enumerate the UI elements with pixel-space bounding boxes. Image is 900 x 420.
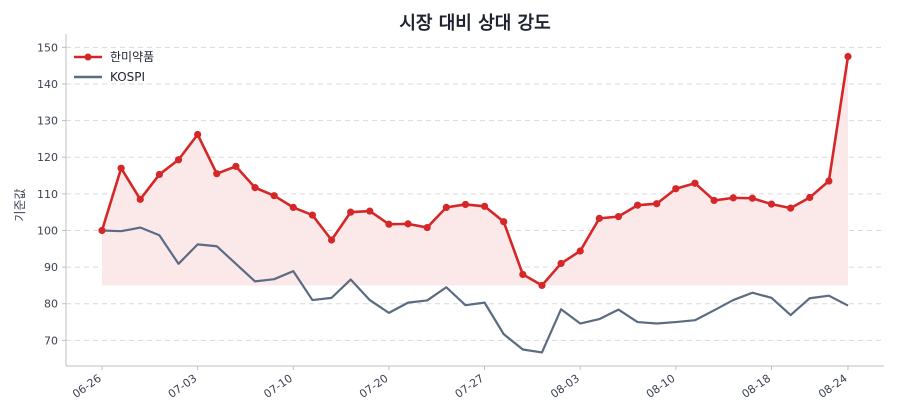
legend-label-series-2: KOSPI	[110, 70, 145, 84]
data-point-series-1	[98, 226, 106, 235]
legend-marker-series-1	[84, 53, 92, 61]
data-point-series-1	[404, 220, 412, 228]
x-tick-label: 08-10	[644, 372, 678, 401]
data-point-series-1	[480, 202, 489, 210]
y-tick-label: 90	[44, 261, 58, 274]
data-point-series-1	[174, 156, 183, 164]
data-point-series-1	[366, 207, 374, 215]
y-tick-label: 110	[37, 188, 58, 201]
y-tick-label: 120	[37, 151, 58, 164]
x-tick-labels: 06-26 07-03 07-10 07-20 07-27 08-03 08-10 08-18…	[70, 366, 850, 401]
y-tick-label: 100	[37, 224, 58, 237]
series-layer	[98, 52, 852, 354]
data-point-series-1	[136, 195, 144, 203]
data-point-series-1	[155, 170, 163, 179]
data-point-series-1	[672, 185, 680, 193]
data-point-series-1	[270, 192, 278, 200]
data-point-series-1	[347, 208, 355, 216]
data-point-series-1	[787, 204, 795, 212]
data-point-series-1	[691, 179, 699, 187]
series-line-1	[100, 56, 850, 287]
x-tick-label: 07-03	[166, 372, 200, 401]
x-tick-label: 08-24	[816, 372, 850, 401]
data-point-series-1	[308, 211, 317, 219]
data-point-series-1	[633, 201, 642, 209]
data-point-series-1	[194, 130, 202, 139]
data-point-series-1	[614, 212, 623, 221]
chart-title: 시장 대비 상대 강도	[399, 13, 550, 34]
data-point-series-1	[710, 196, 718, 205]
x-tick-label: 08-18	[740, 372, 774, 401]
data-point-series-1	[519, 270, 527, 279]
data-point-series-1	[653, 200, 661, 208]
data-point-series-1	[423, 223, 431, 232]
data-point-series-1	[595, 214, 603, 222]
data-point-series-1	[117, 164, 125, 172]
fill-area	[102, 56, 848, 286]
data-point-series-1	[825, 177, 833, 185]
data-point-series-1	[806, 193, 814, 202]
data-point-series-1	[748, 194, 756, 202]
y-tick-label: 80	[44, 298, 58, 311]
data-point-series-1	[327, 236, 336, 244]
x-tick-label: 07-27	[453, 372, 487, 401]
y-tick-label: 70	[44, 334, 58, 347]
data-point-series-1	[538, 281, 546, 290]
y-tick-label: 150	[37, 41, 58, 54]
x-tick-label: 07-10	[261, 372, 295, 401]
data-point-series-1	[289, 203, 297, 211]
data-point-series-1	[385, 220, 393, 228]
data-point-series-1	[461, 200, 470, 209]
series-line-2	[101, 226, 849, 354]
data-point-series-1	[576, 247, 584, 255]
x-tick-label: 07-20	[357, 372, 391, 401]
y-tick-labels: 70 80 90 100 110 120 130 140 150	[37, 41, 66, 347]
x-tick-label: 06-26	[70, 372, 104, 401]
data-point-series-1	[251, 184, 259, 192]
axes	[65, 34, 884, 367]
y-tick-label: 130	[37, 115, 58, 128]
y-tick-label: 140	[37, 78, 58, 91]
legend: 한미약품 KOSPI	[74, 49, 154, 84]
data-point-series-1	[213, 170, 221, 178]
y-axis-label: 기준값	[13, 188, 27, 221]
data-point-series-1	[729, 194, 737, 202]
data-point-series-1	[232, 162, 240, 170]
data-point-series-1	[500, 218, 508, 226]
x-tick-label: 08-03	[548, 372, 582, 401]
data-point-series-1	[442, 203, 450, 211]
area-fill	[102, 56, 848, 286]
data-point-series-1	[767, 200, 776, 208]
data-point-series-1	[557, 259, 565, 268]
data-point-series-1	[844, 52, 852, 61]
legend-label-series-1: 한미약품	[110, 49, 154, 64]
